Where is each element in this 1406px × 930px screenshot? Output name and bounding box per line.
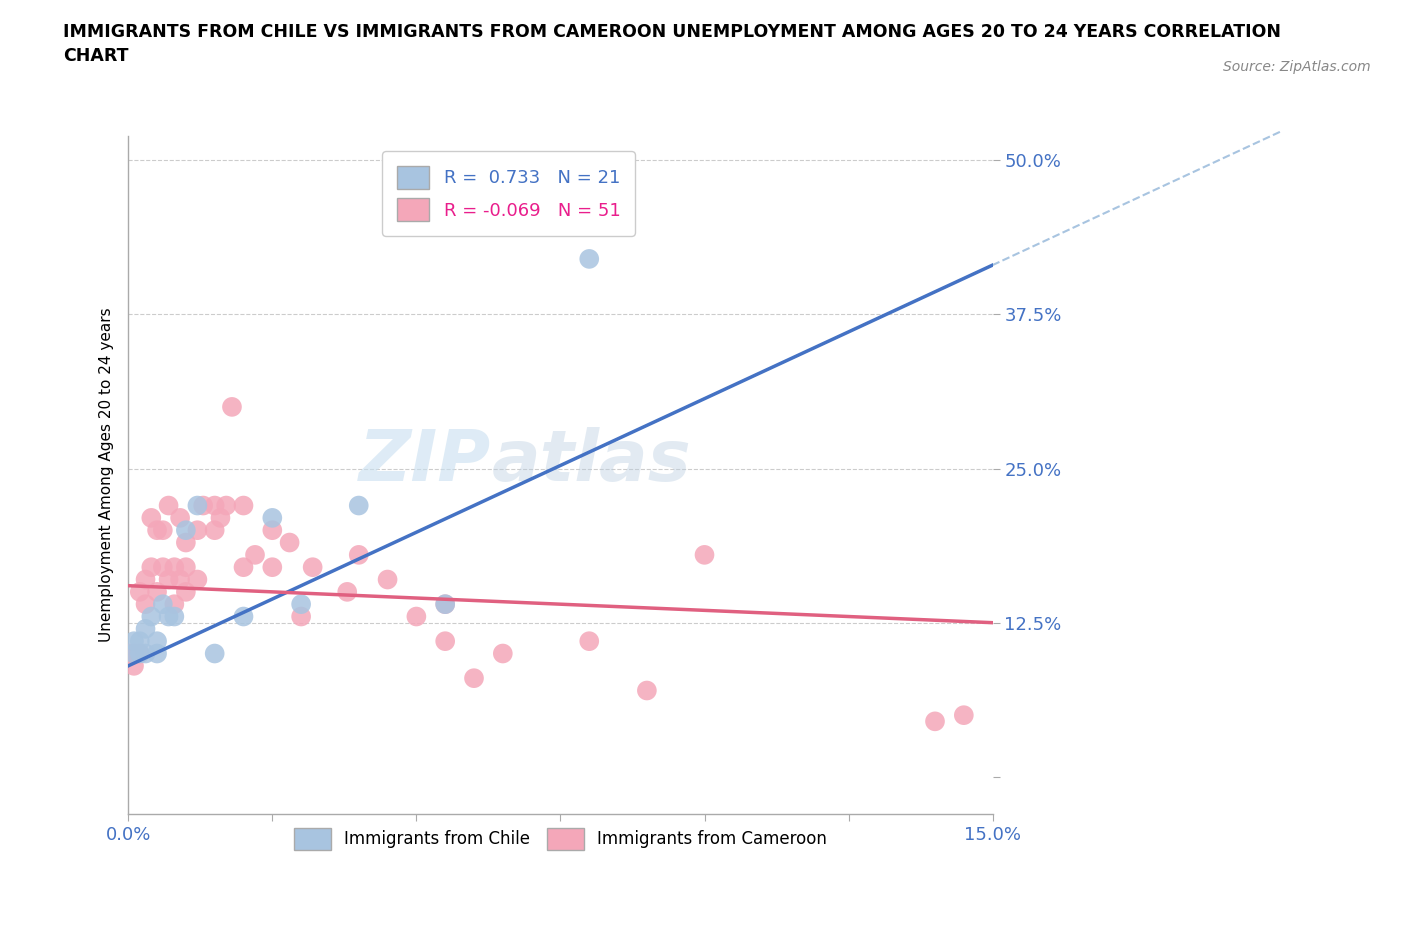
Point: [434, 597, 457, 612]
Point: [146, 633, 169, 648]
Point: [169, 572, 191, 587]
Point: [146, 584, 169, 599]
Point: [135, 572, 157, 587]
Point: [135, 621, 157, 636]
Point: [278, 535, 301, 550]
Point: [693, 548, 716, 563]
Point: [146, 523, 169, 538]
Point: [174, 523, 197, 538]
Legend: Immigrants from Chile, Immigrants from Cameroon: Immigrants from Chile, Immigrants from C…: [287, 821, 834, 857]
Point: [204, 498, 226, 513]
Point: [243, 548, 266, 563]
Point: [141, 560, 163, 575]
Point: [924, 714, 946, 729]
Point: [578, 251, 600, 266]
Point: [141, 609, 163, 624]
Point: [157, 498, 180, 513]
Point: [953, 708, 976, 723]
Point: [262, 560, 284, 575]
Point: [215, 498, 238, 513]
Point: [186, 523, 208, 538]
Point: [135, 597, 157, 612]
Text: atlas: atlas: [491, 427, 690, 496]
Y-axis label: Unemployment Among Ages 20 to 24 years: Unemployment Among Ages 20 to 24 years: [100, 308, 114, 642]
Point: [157, 609, 180, 624]
Point: [301, 560, 323, 575]
Point: [492, 646, 515, 661]
Point: [434, 597, 457, 612]
Point: [221, 400, 243, 415]
Point: [135, 646, 157, 661]
Point: [163, 609, 186, 624]
Point: [122, 658, 145, 673]
Point: [232, 609, 254, 624]
Point: [204, 646, 226, 661]
Point: [191, 498, 214, 513]
Point: [290, 609, 312, 624]
Point: [141, 511, 163, 525]
Point: [232, 498, 254, 513]
Point: [377, 572, 399, 587]
Point: [117, 646, 139, 661]
Point: [636, 683, 658, 698]
Point: [152, 597, 174, 612]
Text: ZIP: ZIP: [359, 427, 491, 496]
Point: [122, 633, 145, 648]
Point: [169, 511, 191, 525]
Point: [122, 646, 145, 661]
Point: [152, 523, 174, 538]
Point: [128, 584, 150, 599]
Point: [578, 633, 600, 648]
Point: [174, 560, 197, 575]
Point: [186, 498, 208, 513]
Point: [174, 584, 197, 599]
Point: [347, 548, 370, 563]
Point: [347, 498, 370, 513]
Point: [128, 646, 150, 661]
Point: [146, 646, 169, 661]
Text: IMMIGRANTS FROM CHILE VS IMMIGRANTS FROM CAMEROON UNEMPLOYMENT AMONG AGES 20 TO : IMMIGRANTS FROM CHILE VS IMMIGRANTS FROM…: [63, 23, 1281, 65]
Point: [204, 523, 226, 538]
Point: [152, 560, 174, 575]
Point: [209, 511, 232, 525]
Point: [290, 597, 312, 612]
Point: [128, 633, 150, 648]
Point: [434, 633, 457, 648]
Point: [174, 535, 197, 550]
Point: [262, 511, 284, 525]
Point: [122, 646, 145, 661]
Point: [463, 671, 485, 685]
Point: [128, 646, 150, 661]
Point: [157, 572, 180, 587]
Point: [163, 560, 186, 575]
Point: [262, 523, 284, 538]
Point: [405, 609, 427, 624]
Point: [186, 572, 208, 587]
Text: Source: ZipAtlas.com: Source: ZipAtlas.com: [1223, 60, 1371, 74]
Point: [163, 597, 186, 612]
Point: [232, 560, 254, 575]
Point: [336, 584, 359, 599]
